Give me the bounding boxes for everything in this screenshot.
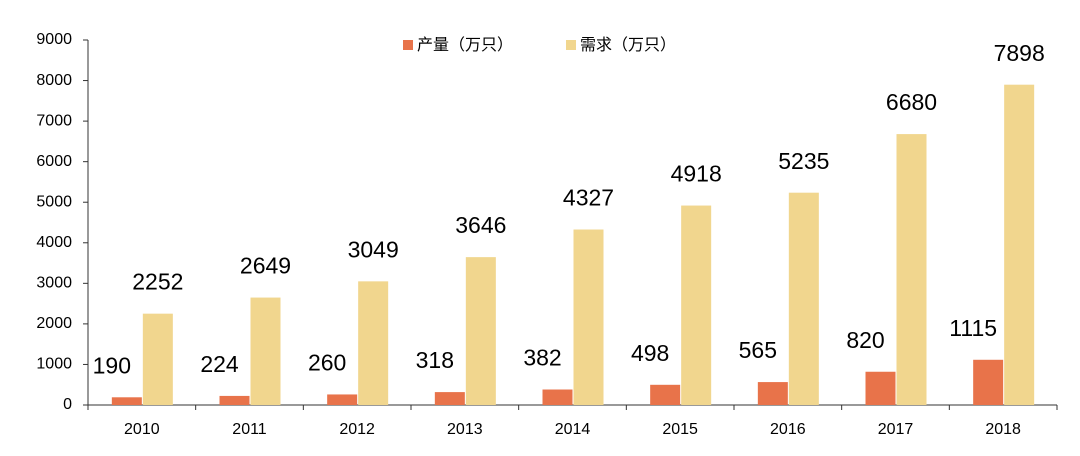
- bar: [1004, 84, 1035, 405]
- value-label: 498: [631, 340, 669, 366]
- bar: [788, 192, 819, 405]
- value-label: 3049: [348, 236, 399, 262]
- bar: [142, 313, 173, 405]
- value-label: 2252: [132, 269, 183, 295]
- value-label: 4918: [671, 161, 722, 187]
- bar: [973, 359, 1004, 405]
- y-tick-label: 5000: [36, 193, 72, 210]
- y-tick-label: 3000: [36, 275, 72, 292]
- legend: 产量（万只） 需求（万只）: [403, 36, 676, 54]
- value-label: 260: [308, 350, 346, 376]
- bar: [681, 205, 712, 405]
- value-label: 6680: [886, 89, 937, 115]
- y-tick-label: 9000: [36, 31, 72, 48]
- bar: [434, 392, 465, 405]
- x-tick-label: 2015: [662, 421, 698, 438]
- value-label: 3646: [455, 212, 506, 238]
- x-tick-label: 2011: [232, 421, 267, 438]
- value-label: 190: [93, 352, 131, 378]
- bar: [250, 297, 281, 405]
- value-label: 4327: [563, 185, 614, 211]
- legend-swatch: [566, 40, 576, 50]
- x-tick-label: 2016: [770, 421, 806, 438]
- bar: [573, 229, 604, 405]
- legend-swatch: [403, 40, 413, 50]
- value-label: 318: [416, 347, 454, 373]
- legend-label: 需求（万只）: [580, 36, 676, 54]
- bar: [757, 382, 788, 405]
- y-tick-label: 2000: [36, 315, 72, 332]
- y-tick-label: 8000: [36, 72, 72, 89]
- value-label: 1115: [949, 315, 997, 341]
- value-label: 382: [523, 345, 561, 371]
- bar: [896, 134, 927, 406]
- value-label: 2649: [240, 253, 291, 279]
- bar: [219, 395, 250, 405]
- value-label: 565: [739, 337, 777, 363]
- x-tick-label: 2012: [339, 421, 375, 438]
- bar: [327, 394, 358, 405]
- x-tick-label: 2010: [124, 421, 160, 438]
- bar: [111, 397, 142, 405]
- x-tick-label: 2017: [878, 421, 914, 438]
- bar: [465, 257, 496, 405]
- bar: [865, 371, 896, 405]
- legend-label: 产量（万只）: [417, 36, 513, 54]
- y-tick-label: 6000: [36, 153, 72, 170]
- x-tick-label: 2018: [985, 421, 1021, 438]
- bar: [542, 389, 573, 405]
- value-label: 7898: [994, 40, 1045, 66]
- x-tick-label: 2013: [447, 421, 483, 438]
- y-tick-label: 7000: [36, 112, 72, 129]
- value-label: 5235: [778, 148, 829, 174]
- y-tick-label: 0: [63, 396, 72, 413]
- value-label: 820: [846, 327, 884, 353]
- bar: [650, 384, 681, 405]
- y-tick-label: 4000: [36, 234, 72, 251]
- value-label: 224: [200, 351, 239, 377]
- x-tick-label: 2014: [555, 421, 591, 438]
- y-tick-label: 1000: [36, 356, 72, 373]
- bar: [358, 281, 389, 405]
